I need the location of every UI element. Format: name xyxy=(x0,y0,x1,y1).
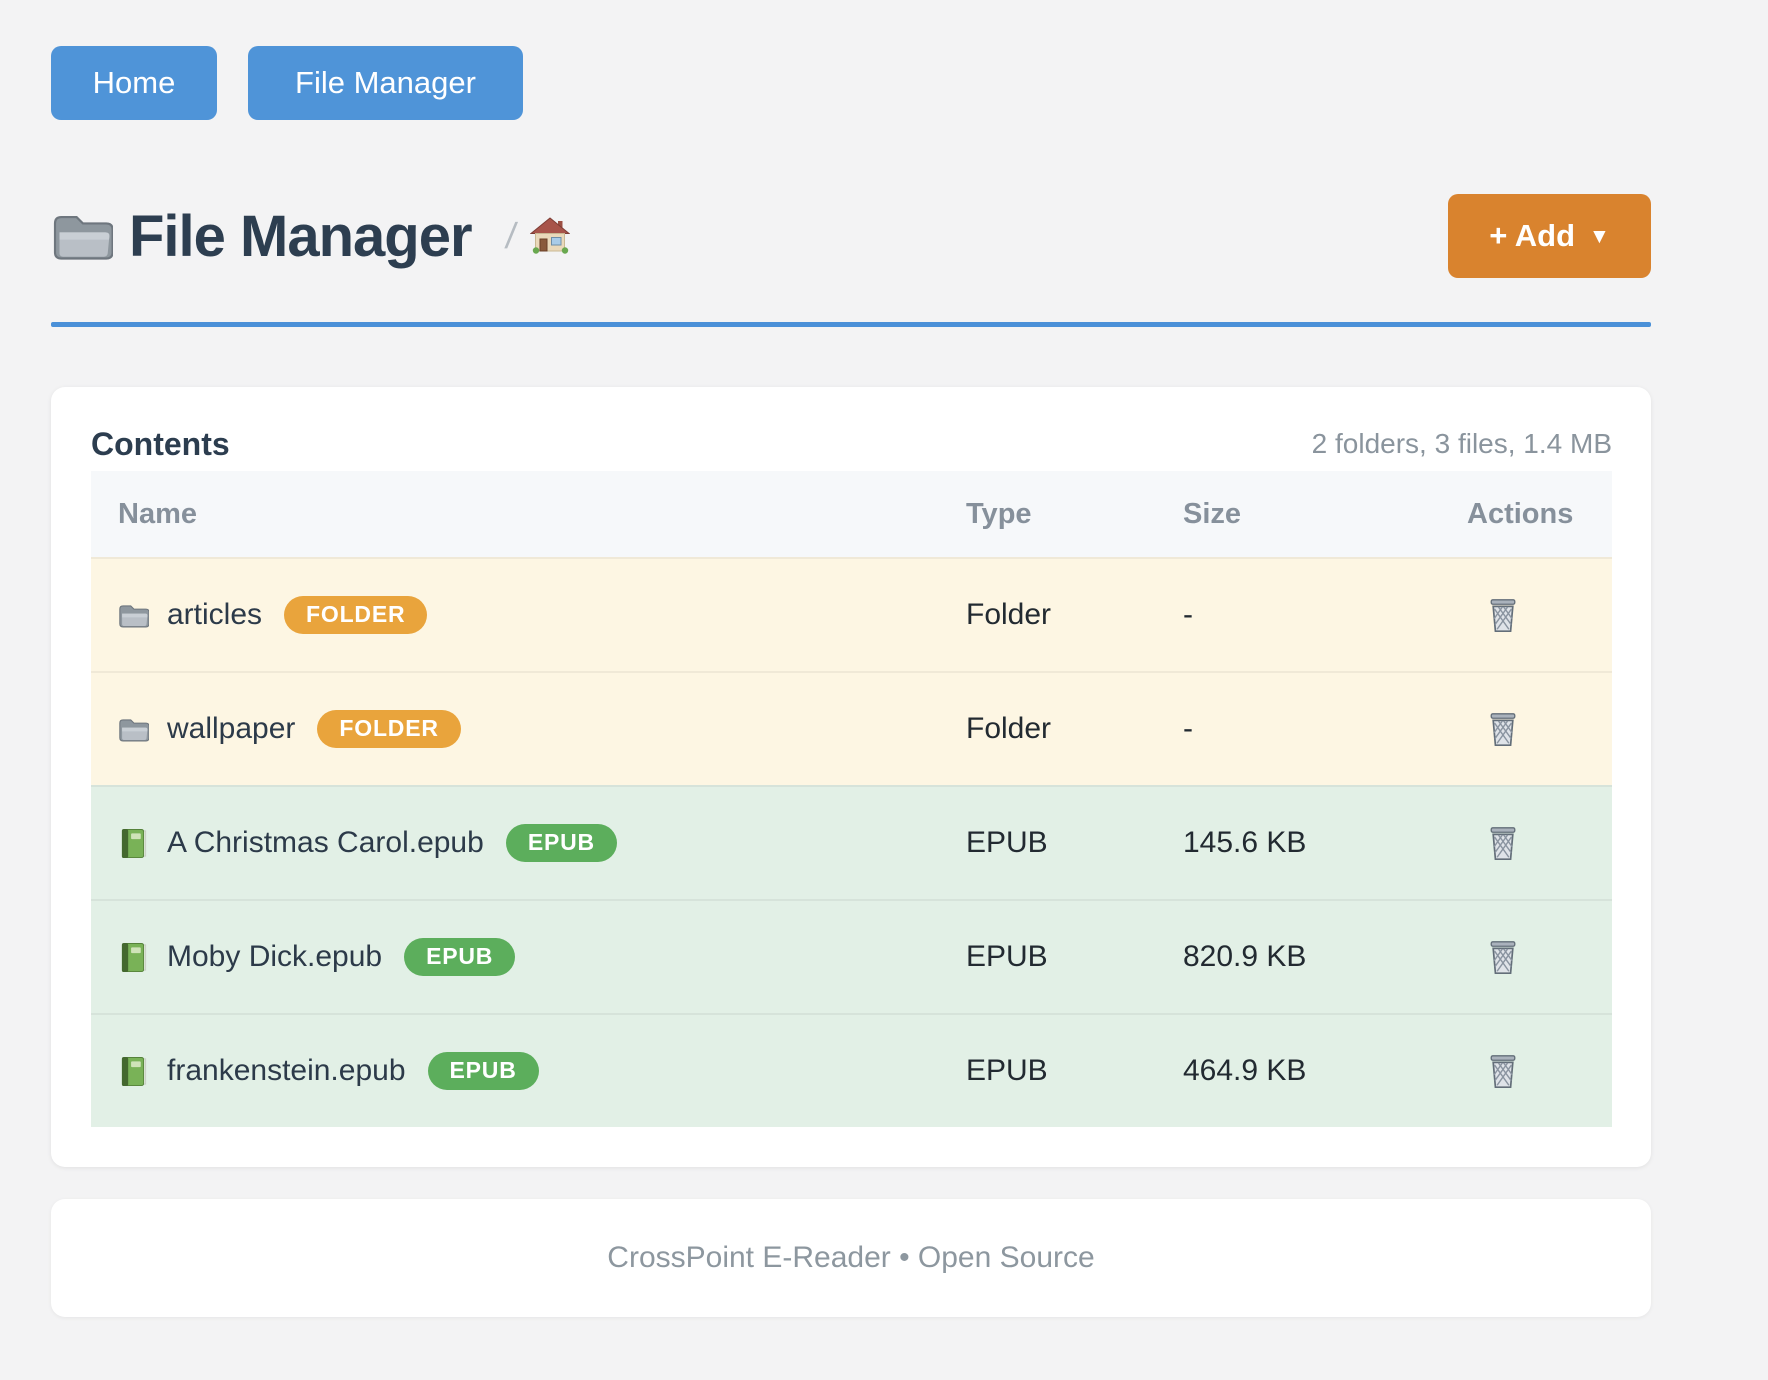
delete-button[interactable] xyxy=(1483,822,1523,864)
breadcrumb-separator: / xyxy=(502,215,519,256)
delete-button[interactable] xyxy=(1483,936,1523,978)
entry-name: articles xyxy=(167,598,263,631)
entry-name: wallpaper xyxy=(167,712,296,745)
epub-badge: EPUB xyxy=(505,824,617,862)
table-row[interactable]: articles FOLDER Folder - xyxy=(91,557,1612,671)
chevron-down-icon: ▼ xyxy=(1589,225,1610,248)
card-head: Contents 2 folders, 3 files, 1.4 MB xyxy=(91,421,1612,467)
entry-type: EPUB xyxy=(966,826,1048,859)
epub-badge: EPUB xyxy=(427,1052,539,1090)
trash-icon xyxy=(1490,940,1516,974)
column-header-actions: Actions xyxy=(1467,497,1574,530)
page-title: File Manager xyxy=(129,203,473,269)
book-icon xyxy=(121,941,147,973)
entry-name: A Christmas Carol.epub xyxy=(167,826,484,859)
footer: CrossPoint E-Reader • Open Source xyxy=(51,1199,1651,1317)
folder-icon xyxy=(53,216,113,260)
contents-summary: 2 folders, 3 files, 1.4 MB xyxy=(1311,428,1612,459)
footer-text: CrossPoint E-Reader • Open Source xyxy=(607,1241,1095,1274)
column-header-name: Name xyxy=(118,497,197,530)
entry-name: frankenstein.epub xyxy=(167,1054,406,1087)
trash-icon xyxy=(1490,1054,1516,1088)
house-icon[interactable] xyxy=(530,217,570,255)
add-button-label: + Add xyxy=(1489,218,1576,253)
entry-size: - xyxy=(1183,712,1193,745)
entry-type: EPUB xyxy=(966,1054,1048,1087)
folder-icon xyxy=(119,604,149,627)
delete-button[interactable] xyxy=(1483,1050,1523,1092)
column-header-type: Type xyxy=(966,497,1032,530)
file-table: Name Type Size Actions articles FOLDER F… xyxy=(91,471,1612,1127)
column-header-size: Size xyxy=(1183,497,1242,530)
entry-type: Folder xyxy=(966,712,1052,745)
delete-button[interactable] xyxy=(1483,708,1523,750)
book-icon xyxy=(121,1055,147,1087)
header-divider xyxy=(51,322,1651,327)
entry-size: 145.6 KB xyxy=(1183,826,1307,859)
folder-icon xyxy=(119,718,149,741)
nav-home-button[interactable]: Home xyxy=(51,46,217,120)
table-row[interactable]: Moby Dick.epub EPUB EPUB 820.9 KB xyxy=(91,899,1612,1013)
table-row[interactable]: A Christmas Carol.epub EPUB EPUB 145.6 K… xyxy=(91,785,1612,899)
contents-card: Contents 2 folders, 3 files, 1.4 MB Name… xyxy=(51,387,1651,1167)
title-group: File Manager / xyxy=(51,203,570,270)
trash-icon xyxy=(1490,826,1516,860)
entry-size: - xyxy=(1183,598,1193,631)
entry-type: Folder xyxy=(966,598,1052,631)
trash-icon xyxy=(1490,712,1516,746)
card-title: Contents xyxy=(91,425,230,462)
entry-size: 464.9 KB xyxy=(1183,1054,1307,1087)
table-row[interactable]: wallpaper FOLDER Folder - xyxy=(91,671,1612,785)
folder-badge: FOLDER xyxy=(317,710,461,748)
table-header-row: Name Type Size Actions xyxy=(91,471,1612,557)
epub-badge: EPUB xyxy=(404,938,516,976)
folder-badge: FOLDER xyxy=(284,596,428,634)
table-row[interactable]: frankenstein.epub EPUB EPUB 464.9 KB xyxy=(91,1013,1612,1127)
top-nav: Home File Manager xyxy=(51,0,1768,120)
table-body: articles FOLDER Folder - wallpaper FOLDE… xyxy=(91,557,1612,1127)
entry-size: 820.9 KB xyxy=(1183,940,1307,973)
add-button[interactable]: + Add ▼ xyxy=(1448,194,1651,278)
book-icon xyxy=(121,827,147,859)
page-header: File Manager / + Add ▼ xyxy=(51,194,1651,278)
entry-type: EPUB xyxy=(966,940,1048,973)
entry-name: Moby Dick.epub xyxy=(167,940,383,973)
delete-button[interactable] xyxy=(1483,594,1523,636)
trash-icon xyxy=(1490,598,1516,632)
nav-file-manager-button[interactable]: File Manager xyxy=(248,46,523,120)
